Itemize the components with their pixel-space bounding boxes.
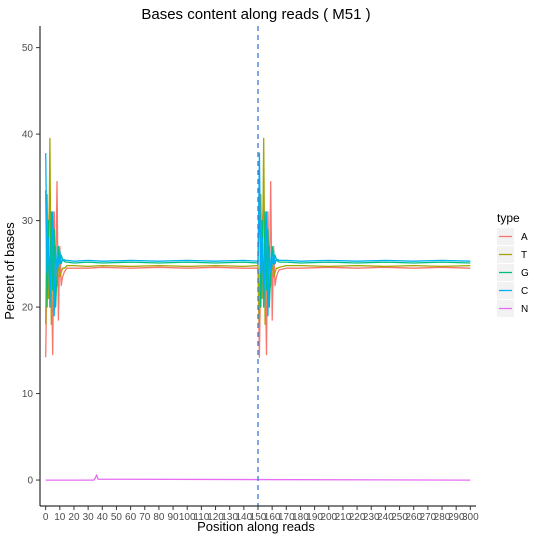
x-tick-label: 130 xyxy=(221,512,238,523)
y-tick-label: 30 xyxy=(22,216,34,227)
x-tick-label: 220 xyxy=(349,512,366,523)
x-axis-title: Position along reads xyxy=(197,519,315,534)
chart-title: Bases content along reads ( M51 ) xyxy=(141,6,370,23)
x-tick-label: 10 xyxy=(54,512,66,523)
x-tick-label: 110 xyxy=(193,512,209,523)
legend-label-t: T xyxy=(521,250,527,261)
x-tick-label: 120 xyxy=(207,512,224,523)
x-tick-label: 180 xyxy=(292,512,309,523)
y-tick-label: 20 xyxy=(22,303,34,314)
x-tick-label: 20 xyxy=(68,512,80,523)
x-tick-label: 150 xyxy=(250,512,267,523)
x-tick-label: 290 xyxy=(448,512,465,523)
series-line-a xyxy=(45,181,471,358)
legend-label-c: C xyxy=(521,286,528,297)
x-tick-label: 50 xyxy=(111,512,123,523)
x-tick-label: 80 xyxy=(153,512,165,523)
y-axis-title: Percent of bases xyxy=(2,222,17,320)
plot-area xyxy=(45,26,471,506)
x-tick-label: 280 xyxy=(434,512,451,523)
x-tick-label: 300 xyxy=(462,512,479,523)
y-tick-label: 10 xyxy=(22,389,34,400)
y-tick-label: 50 xyxy=(22,43,34,54)
x-tick-label: 90 xyxy=(168,512,180,523)
x-tick-label: 160 xyxy=(264,512,281,523)
x-tick-label: 0 xyxy=(43,512,49,523)
x-tick-label: 250 xyxy=(391,512,408,523)
x-tick-label: 190 xyxy=(306,512,323,523)
x-tick-label: 60 xyxy=(125,512,137,523)
x-tick-label: 210 xyxy=(335,512,352,523)
legend-label-a: A xyxy=(521,232,528,243)
series-line-n xyxy=(45,474,471,481)
x-tick-label: 70 xyxy=(139,512,151,523)
x-tick-label: 30 xyxy=(83,512,95,523)
legend-title: type xyxy=(497,211,520,225)
y-axis: 0 10 20 30 40 50 xyxy=(22,26,41,506)
series-line-c xyxy=(45,152,471,317)
x-axis: 0 10 20 30 40 50 60 70 80 90 100110120130140150160… xyxy=(40,505,479,523)
x-tick-label: 100 xyxy=(179,512,196,523)
x-tick-label: 270 xyxy=(420,512,437,523)
x-tick-label: 260 xyxy=(405,512,422,523)
y-tick-label: 40 xyxy=(22,130,34,141)
x-tick-label: 40 xyxy=(97,512,109,523)
x-tick-label: 240 xyxy=(377,512,394,523)
series-line-g xyxy=(45,189,471,308)
x-tick-label: 200 xyxy=(320,512,337,523)
x-tick-label: 140 xyxy=(236,512,253,523)
x-tick-label: 230 xyxy=(363,512,380,523)
x-tick-label: 170 xyxy=(278,512,295,523)
legend-label-n: N xyxy=(521,304,528,315)
legend-label-g: G xyxy=(521,268,529,279)
y-tick-label: 0 xyxy=(27,476,33,487)
